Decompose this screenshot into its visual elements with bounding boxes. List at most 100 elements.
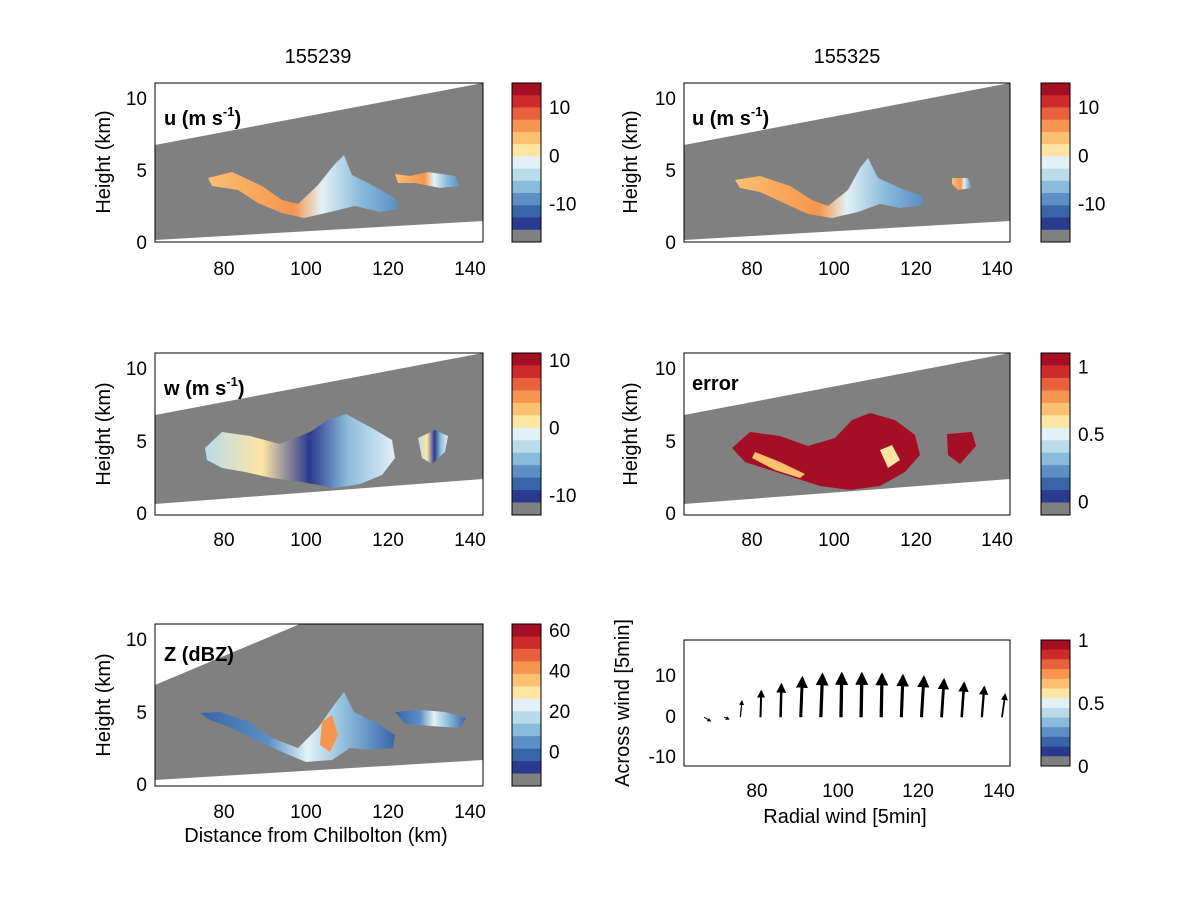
error-field-aloft: [947, 432, 976, 464]
colorbar-swatch: [1041, 415, 1070, 429]
colorbar-tick-label: 0: [549, 743, 560, 764]
colorbar: 10 0 -10: [511, 82, 576, 243]
colorbar-swatch: [512, 365, 541, 379]
colorbar-swatch: [1041, 180, 1070, 194]
w-field: [205, 414, 395, 488]
colorbar-swatch: [1041, 353, 1070, 366]
colorbar-swatch: [512, 440, 541, 454]
colorbar-swatch: [1041, 477, 1070, 491]
colorbar-tick-label: 0.5: [1078, 694, 1104, 715]
colorbar-swatch: [1041, 390, 1070, 404]
colorbar-tick-label: 10: [549, 351, 570, 372]
wind-arrow: [937, 677, 950, 718]
colorbar-swatch: [1041, 95, 1070, 108]
plot-frame: [154, 623, 484, 787]
y-ticks: 0 5 10: [126, 630, 147, 796]
error-high-core: [880, 445, 900, 468]
u-field-aloft: [395, 172, 460, 188]
colorbar-swatch-nodata: [1041, 756, 1070, 766]
colorbar-swatch: [512, 698, 541, 712]
radar-coverage: [684, 83, 1010, 240]
y-axis-label: Height (km): [620, 110, 642, 213]
x-tick-label: 140: [981, 259, 1013, 280]
colorbar-swatch: [1041, 217, 1070, 231]
colorbar-swatch-nodata: [1041, 502, 1070, 515]
colorbar-swatch: [1041, 427, 1070, 441]
colorbar-swatch: [1041, 727, 1070, 738]
x-tick-label: 120: [900, 259, 932, 280]
wind-arrow: [834, 671, 849, 718]
colorbar-tick-label: 0: [549, 418, 560, 439]
colorbar-tick-label: 0: [1078, 146, 1089, 167]
colorbar-tick-label: 20: [549, 702, 570, 723]
colorbar-tick-label: 0: [1078, 493, 1089, 514]
wind-arrow: [776, 682, 787, 718]
colorbar-swatch: [512, 95, 541, 108]
x-tick-label: 80: [741, 530, 762, 551]
x-tick-label: 140: [454, 530, 486, 551]
colorbar-swatch: [512, 711, 541, 725]
colorbar-frame: [511, 623, 542, 787]
colorbar-swatch: [1041, 205, 1070, 219]
y-tick-label: 0: [665, 707, 676, 728]
colorbar-swatch: [512, 452, 541, 466]
colorbar-swatch: [1041, 144, 1070, 157]
y-tick-label: 0: [665, 233, 676, 254]
y-tick-label: 5: [665, 161, 676, 182]
x-tick-label: 120: [900, 530, 932, 551]
x-tick-label: 120: [902, 781, 934, 802]
x-tick-label: 140: [454, 802, 486, 823]
x-tick-label: 100: [818, 530, 850, 551]
colorbar-swatch: [1041, 107, 1070, 121]
y-axis-label: Height (km): [620, 382, 642, 485]
y-ticks: 0 5 10: [126, 89, 147, 254]
x-ticks: 80 100 120 140: [213, 802, 485, 823]
u-field-aloft: [952, 178, 972, 190]
panel-error-155325: error Height (km) 80 100 120 140 0 5 10 …: [620, 352, 1104, 551]
colorbar-swatch: [512, 144, 541, 157]
colorbar-swatch: [1041, 746, 1070, 757]
x-ticks: 80 100 120 140: [746, 781, 1014, 802]
colorbar-tick-label: 0.5: [1078, 425, 1104, 446]
colorbar-swatch-nodata: [1041, 229, 1070, 242]
colorbar-swatch: [512, 119, 541, 133]
colorbar-swatch: [512, 83, 541, 96]
plot-frame: [683, 82, 1011, 243]
wind-arrow: [757, 689, 766, 718]
u-field: [735, 158, 922, 218]
colorbar-swatch: [512, 131, 541, 145]
wind-arrow: [896, 673, 909, 718]
colorbar-swatch: [1041, 193, 1070, 206]
panel-label: error: [692, 373, 739, 395]
x-axis-label: Radial wind [5min]: [763, 806, 926, 828]
colorbar-swatch: [1041, 156, 1070, 170]
colorbar: 10.50: [1040, 352, 1104, 516]
colorbar-swatch-nodata: [512, 229, 541, 242]
y-tick-label: 10: [655, 359, 676, 380]
w-field-aloft: [418, 430, 448, 464]
Z-core: [320, 715, 338, 752]
y-tick-label: 5: [665, 432, 676, 453]
wind-arrow: [917, 675, 930, 718]
radar-coverage: [155, 624, 483, 780]
colorbar-swatch: [512, 180, 541, 194]
y-axis-label: Height (km): [93, 110, 115, 213]
colorbar-swatch: [512, 156, 541, 170]
colorbar-swatch: [512, 490, 541, 504]
colorbar-swatch: [512, 415, 541, 429]
x-tick-label: 140: [983, 781, 1015, 802]
x-tick-label: 120: [372, 259, 404, 280]
wind-arrow: [724, 716, 730, 720]
panel-w-155239: w (m s-1) Height (km) 80 100 120 140 0 5…: [93, 351, 576, 551]
column-title-left: 155239: [285, 46, 352, 68]
x-tick-label: 120: [372, 802, 404, 823]
panel-label: u (m s-1): [164, 104, 241, 130]
colorbar-swatch: [512, 465, 541, 479]
wind-arrow: [703, 716, 712, 722]
colorbar-tick-label: 0: [549, 146, 560, 167]
colorbar-swatch: [1041, 365, 1070, 379]
colorbar-swatch: [1041, 649, 1070, 660]
colorbar: 10.50: [1040, 631, 1104, 778]
colorbar-tick-label: -10: [549, 486, 576, 507]
